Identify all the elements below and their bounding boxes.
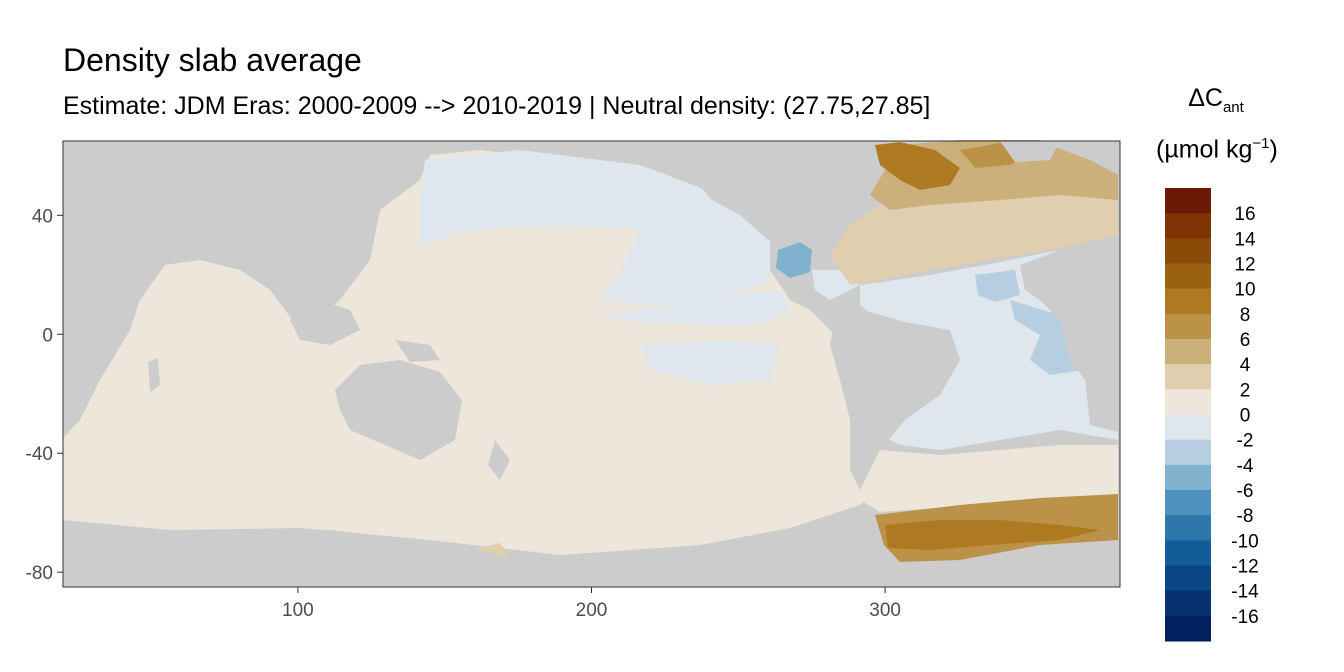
colorbar-swatch	[1165, 238, 1211, 264]
land-south-america	[830, 312, 960, 490]
colorbar-swatch	[1165, 565, 1211, 592]
x-tick-label: 200	[576, 600, 608, 621]
colorbar-swatch	[1165, 188, 1211, 214]
land-antarctica	[63, 528, 1118, 587]
colorbar-tick-label: 14	[1234, 229, 1256, 250]
land-madagascar	[148, 358, 160, 392]
region-canary-basin	[975, 270, 1020, 302]
colorbar-tick-label: 4	[1240, 355, 1251, 376]
colorbar-tick-label: -12	[1231, 557, 1258, 578]
x-tick-label: 300	[869, 600, 901, 621]
colorbar: 16 14 12 10 8 6 4 2 0 -2 -4 -6 -8 -10 -12 -14 -16	[1165, 188, 1259, 642]
colorbar-swatch	[1165, 490, 1211, 516]
colorbar-tick-label: 10	[1234, 280, 1255, 301]
y-tick-label: -80	[26, 563, 53, 584]
land-africa	[63, 141, 270, 390]
colorbar-swatch	[1165, 439, 1211, 466]
colorbar-tick-label: 16	[1234, 204, 1255, 225]
x-tick-label: 100	[282, 600, 314, 621]
region-north-pacific	[420, 150, 770, 305]
land-north-america	[690, 141, 870, 250]
x-axis: 100 200 300	[282, 587, 901, 621]
colorbar-swatch	[1165, 339, 1211, 365]
colorbar-tick-label: -16	[1231, 607, 1258, 628]
y-tick-label: 0	[42, 325, 53, 346]
colorbar-tick-label: 8	[1240, 305, 1251, 326]
colorbar-tick-label: -10	[1231, 531, 1258, 552]
y-tick-label: -40	[26, 444, 53, 465]
colorbar-tick-label: -4	[1237, 456, 1254, 477]
region-gulf-of-mexico	[776, 242, 812, 278]
colorbar-tick-label: 6	[1240, 330, 1251, 351]
region-south-atlantic	[855, 445, 1118, 512]
colorbar-swatch	[1165, 515, 1211, 541]
colorbar-tick-label: 2	[1240, 380, 1251, 401]
colorbar-swatch	[1165, 389, 1211, 415]
colorbar-tick-label: -14	[1231, 582, 1259, 603]
y-axis: 40 0 -40 -80	[26, 206, 63, 584]
region-weddell-deep	[885, 520, 1100, 550]
colorbar-tick-label: 12	[1234, 255, 1255, 276]
land-australia	[335, 360, 462, 460]
region-southeast-pacific	[640, 340, 780, 385]
colorbar-tick-label: -8	[1237, 506, 1254, 527]
colorbar-swatch	[1165, 213, 1211, 239]
chart-title: Density slab average	[63, 42, 362, 78]
land-new-guinea	[395, 340, 440, 362]
colorbar-swatch	[1165, 364, 1211, 390]
colorbar-tick-label: -6	[1237, 481, 1254, 502]
colorbar-swatch	[1165, 590, 1211, 617]
plot-area	[62, 140, 1121, 588]
region-labrador-sea	[875, 142, 960, 190]
colorbar-swatch	[1165, 313, 1211, 340]
colorbar-swatch	[1165, 540, 1211, 566]
land-masses	[63, 141, 1118, 587]
land-africa-east	[1020, 236, 1118, 432]
chart-subtitle: Estimate: JDM Eras: 2000-2009 --> 2010-2…	[63, 92, 931, 120]
region-eastern-tropical-pacific	[600, 290, 790, 325]
land-europe	[1040, 141, 1118, 175]
colorbar-swatch	[1165, 615, 1211, 642]
colorbar-swatch	[1165, 263, 1211, 290]
y-tick-label: 40	[32, 206, 53, 227]
legend-title: ΔCant	[1188, 84, 1244, 116]
legend-units: (µmol kg−1)	[1156, 135, 1278, 164]
ocean-regions	[63, 140, 1118, 564]
colorbar-tick-label: 0	[1240, 406, 1251, 427]
land-greenland	[1000, 141, 1060, 162]
colorbar-swatch	[1165, 288, 1211, 315]
colorbar-swatch	[1165, 464, 1211, 491]
land-asia-maritime	[290, 300, 360, 345]
colorbar-swatch	[1165, 414, 1211, 441]
colorbar-tick-label: -2	[1237, 431, 1254, 452]
land-new-zealand	[488, 440, 510, 480]
